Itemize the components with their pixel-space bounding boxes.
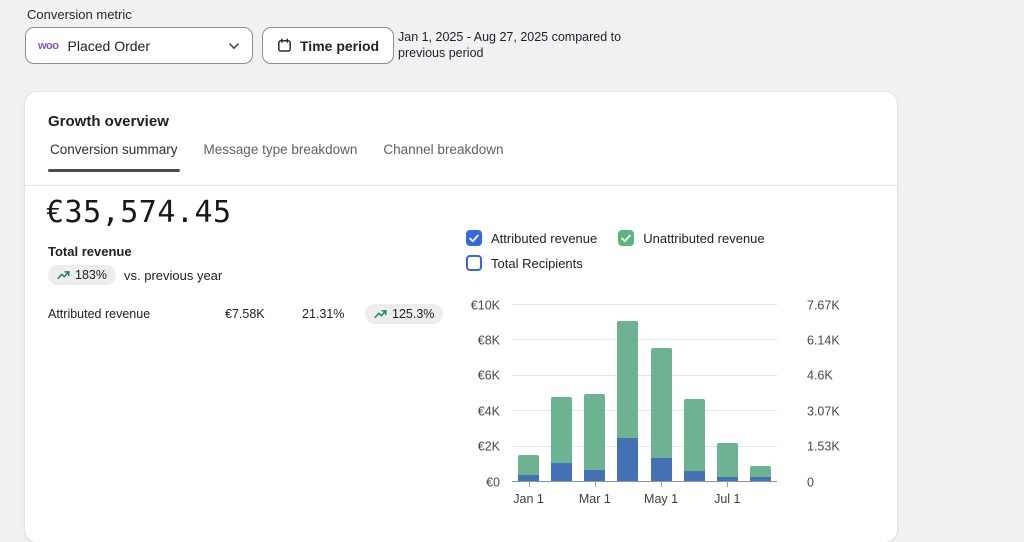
y-axis-right-tick: 1.53K (807, 440, 840, 453)
conversion-metric-dropdown[interactable]: woo Placed Order (25, 27, 253, 64)
total-revenue-label: Total revenue (48, 244, 132, 259)
conversion-metric-label: Conversion metric (27, 7, 132, 22)
attributed-revenue-label: Attributed revenue (48, 307, 225, 321)
x-axis-label: Jul 1 (714, 492, 740, 506)
y-axis-left-tick: €0 (486, 476, 500, 489)
attributed-revenue-pct: 21.31% (302, 307, 365, 321)
chart-legend: Attributed revenue Unattributed revenue … (466, 230, 765, 280)
bar-segment-unattributed (617, 321, 638, 438)
y-axis-right-tick: 3.07K (807, 405, 840, 418)
stacked-bar[interactable] (651, 305, 672, 482)
total-change-row: 183% vs. previous year (48, 265, 222, 285)
x-axis-tick (661, 482, 662, 487)
bar-segment-unattributed (584, 394, 605, 470)
bar-segment-attributed (551, 463, 572, 482)
attributed-revenue-row: Attributed revenue €7.58K 21.31% 125.3% (48, 304, 443, 324)
legend-label: Attributed revenue (491, 231, 597, 246)
bar-segment-unattributed (518, 455, 539, 474)
legend-attributed-revenue[interactable]: Attributed revenue (466, 230, 597, 246)
stacked-bar[interactable] (684, 305, 705, 482)
y-axis-right-tick: 0 (807, 476, 814, 489)
trend-up-icon (57, 269, 70, 282)
stacked-bar[interactable] (551, 305, 572, 482)
total-change-badge: 183% (48, 265, 116, 285)
bar-segment-unattributed (684, 399, 705, 472)
bar-slot (578, 305, 611, 482)
tab-bar: Conversion summary Message type breakdow… (48, 142, 505, 172)
bar-segment-unattributed (750, 466, 771, 477)
bar-segment-unattributed (551, 397, 572, 462)
trend-up-icon (374, 308, 387, 321)
legend-label: Unattributed revenue (643, 231, 764, 246)
y-axis-left-tick: €8K (478, 334, 500, 347)
checkbox-checked-icon[interactable] (466, 230, 482, 246)
y-axis-right-tick: 4.6K (807, 370, 833, 383)
bar-slot (678, 305, 711, 482)
calendar-icon (277, 38, 292, 53)
total-revenue-value: €35,574.45 (46, 195, 232, 230)
y-axis-left-tick: €10K (471, 299, 500, 312)
attributed-revenue-value: €7.58K (225, 307, 302, 321)
x-axis-label: May 1 (644, 492, 678, 506)
bar-slot (512, 305, 545, 482)
stacked-bar[interactable] (617, 305, 638, 482)
x-axis-line (512, 481, 777, 482)
x-axis-tick (529, 482, 530, 487)
chevron-down-icon (228, 40, 240, 52)
woocommerce-icon: woo (38, 40, 59, 52)
y-axis-left-tick: €6K (478, 370, 500, 383)
stacked-bar[interactable] (518, 305, 539, 482)
legend-total-recipients[interactable]: Total Recipients (466, 255, 583, 271)
card-title: Growth overview (48, 113, 169, 130)
x-axis-label: Jan 1 (513, 492, 544, 506)
conversion-metric-value: Placed Order (68, 38, 220, 54)
bar-segment-unattributed (651, 348, 672, 458)
date-range-text: Jan 1, 2025 - Aug 27, 2025 compared to p… (398, 29, 636, 61)
y-axis-right-tick: 6.14K (807, 334, 840, 347)
stacked-bar[interactable] (584, 305, 605, 482)
bar-slot (711, 305, 744, 482)
time-period-label: Time period (300, 38, 379, 54)
legend-label: Total Recipients (491, 256, 583, 271)
tab-message-type-breakdown[interactable]: Message type breakdown (202, 142, 360, 172)
legend-unattributed-revenue[interactable]: Unattributed revenue (618, 230, 764, 246)
bar-slot (611, 305, 644, 482)
chart-plot: €00€2K1.53K€4K3.07K€6K4.6K€8K6.14K€10K7.… (512, 305, 777, 482)
bar-segment-attributed (617, 438, 638, 482)
bar-segment-attributed (651, 458, 672, 482)
stacked-bar[interactable] (717, 305, 738, 482)
tab-bar-divider (25, 185, 897, 186)
attributed-revenue-change-pct: 125.3% (392, 307, 434, 321)
growth-overview-card: Growth overview Conversion summary Messa… (25, 92, 897, 542)
tab-channel-breakdown[interactable]: Channel breakdown (381, 142, 505, 172)
attributed-revenue-change-badge: 125.3% (365, 304, 443, 324)
checkbox-unchecked-icon[interactable] (466, 255, 482, 271)
x-axis-tick (727, 482, 728, 487)
total-change-pct: 183% (75, 268, 107, 282)
bar-segment-unattributed (717, 443, 738, 477)
stacked-bar[interactable] (750, 305, 771, 482)
x-axis-tick (595, 482, 596, 487)
x-axis-label: Mar 1 (579, 492, 611, 506)
y-axis-left-tick: €2K (478, 440, 500, 453)
bar-slot (645, 305, 678, 482)
tab-conversion-summary[interactable]: Conversion summary (48, 142, 180, 172)
bar-slot (545, 305, 578, 482)
checkbox-checked-icon[interactable] (618, 230, 634, 246)
y-axis-left-tick: €4K (478, 405, 500, 418)
bar-slot (744, 305, 777, 482)
y-axis-right-tick: 7.67K (807, 299, 840, 312)
bars-container (512, 305, 777, 482)
total-change-context: vs. previous year (124, 268, 222, 283)
time-period-button[interactable]: Time period (262, 27, 394, 64)
